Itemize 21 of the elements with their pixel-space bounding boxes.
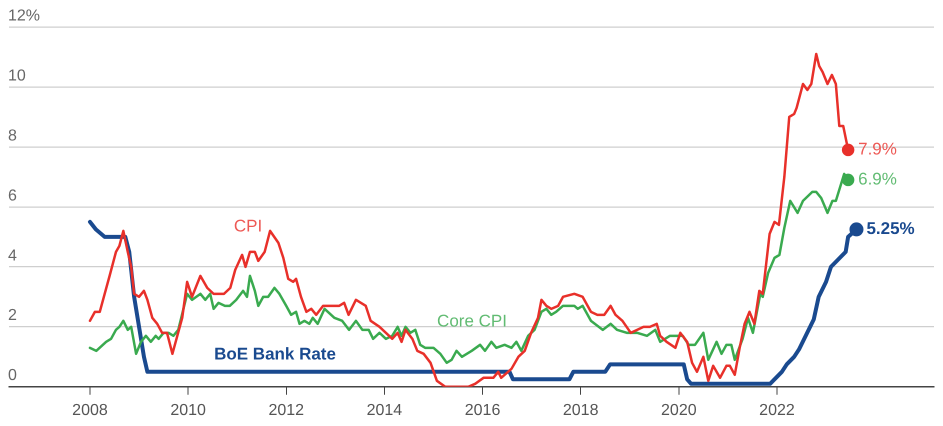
x-tick-label: 2018	[562, 402, 599, 419]
x-tick-label: 2014	[366, 402, 402, 419]
series-label: CPI	[234, 216, 262, 236]
y-tick-label: 6	[8, 187, 17, 204]
data-label: 5.25%	[866, 219, 915, 238]
x-tick-label: 2020	[661, 402, 697, 419]
x-tick-label: 2022	[759, 402, 795, 419]
series-label: Core CPI	[437, 312, 507, 331]
y-tick-label: 8	[8, 127, 17, 144]
data-label: 7.9%	[858, 140, 897, 159]
y-tick-label: 0	[8, 367, 17, 384]
y-tick-label: 12%	[8, 7, 40, 24]
y-tick-label: 10	[8, 67, 26, 84]
y-tick-label: 4	[8, 247, 17, 264]
x-tick-label: 2010	[170, 402, 206, 419]
x-tick-label: 2016	[464, 402, 500, 419]
y-tick-label: 2	[8, 307, 17, 324]
x-tick-label: 2008	[72, 402, 108, 419]
x-tick-label: 2012	[268, 402, 304, 419]
data-label: 6.9%	[858, 170, 897, 189]
series-label: BoE Bank Rate	[214, 344, 336, 364]
